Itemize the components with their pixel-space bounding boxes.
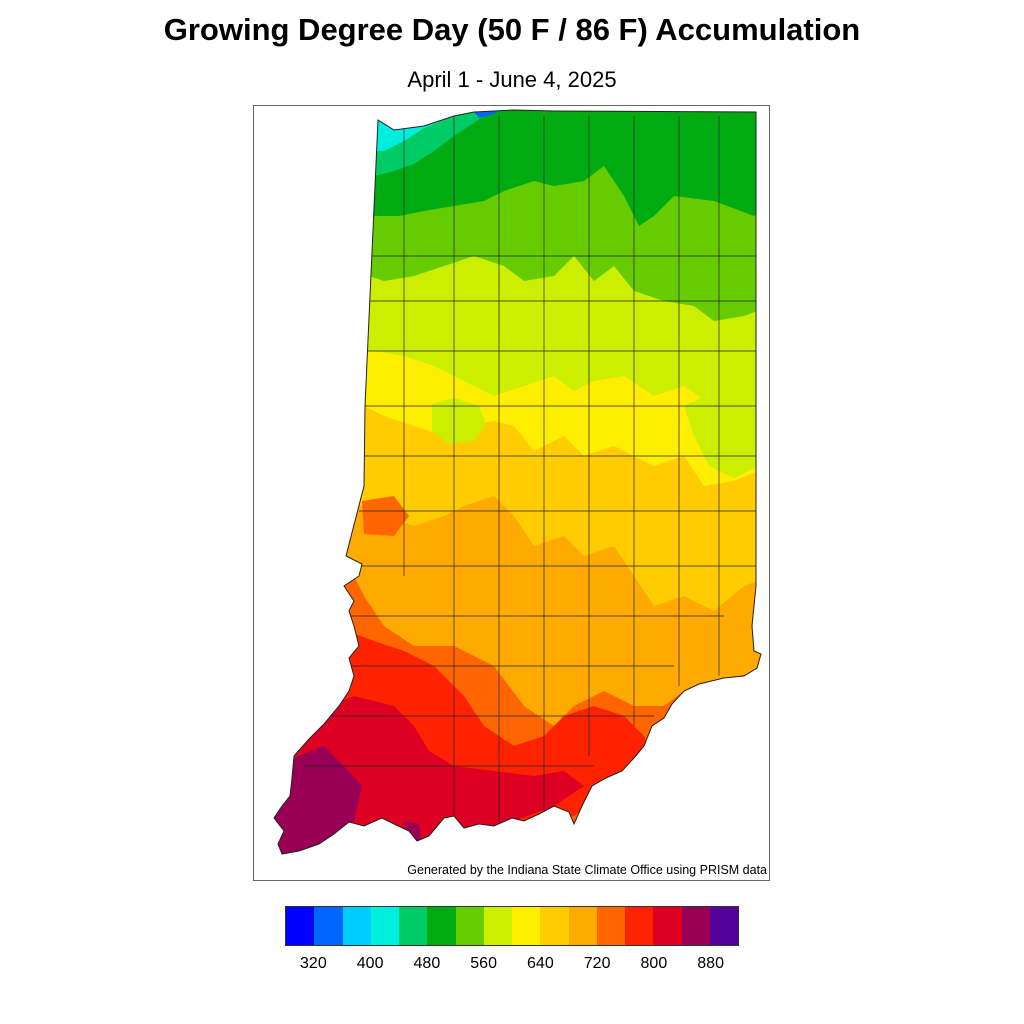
legend-swatch bbox=[370, 907, 399, 945]
legend-tick-label: 800 bbox=[640, 955, 668, 972]
legend-tick-label: 480 bbox=[413, 955, 441, 972]
indiana-gdd-map bbox=[273, 109, 762, 855]
legend-swatch bbox=[596, 907, 625, 945]
legend-tick-label: 880 bbox=[697, 955, 724, 972]
map-title: Growing Degree Day (50 F / 86 F) Accumul… bbox=[163, 12, 861, 47]
legend-swatch bbox=[314, 907, 343, 945]
legend-swatch bbox=[427, 907, 456, 945]
map-panel: Generated by the Indiana State Climate O… bbox=[253, 105, 770, 881]
legend-swatch bbox=[483, 907, 512, 945]
legend-tick-label: 720 bbox=[583, 955, 611, 972]
legend-swatch bbox=[512, 907, 541, 945]
legend-swatch bbox=[540, 907, 569, 945]
legend-swatch bbox=[568, 907, 597, 945]
data-credit: Generated by the Indiana State Climate O… bbox=[407, 863, 767, 877]
map-subtitle: April 1 - June 4, 2025 bbox=[407, 67, 617, 92]
legend-swatch bbox=[625, 907, 654, 945]
legend-swatch bbox=[681, 907, 710, 945]
legend-tick-label: 400 bbox=[356, 955, 384, 972]
legend-swatch bbox=[653, 907, 682, 945]
legend-tick-label: 640 bbox=[527, 955, 554, 972]
legend-swatch bbox=[709, 907, 738, 945]
legend-swatch bbox=[399, 907, 428, 945]
legend-tick-label: 320 bbox=[300, 955, 327, 972]
color-scale-legend bbox=[285, 906, 739, 946]
legend-swatch bbox=[286, 907, 315, 945]
legend-tick-labels: 320 400 480 560 640 720 800 880 bbox=[285, 955, 739, 977]
legend-swatch bbox=[342, 907, 371, 945]
legend-swatch bbox=[455, 907, 484, 945]
indiana-state-outline bbox=[273, 109, 762, 855]
legend-tick-label: 560 bbox=[470, 955, 497, 972]
